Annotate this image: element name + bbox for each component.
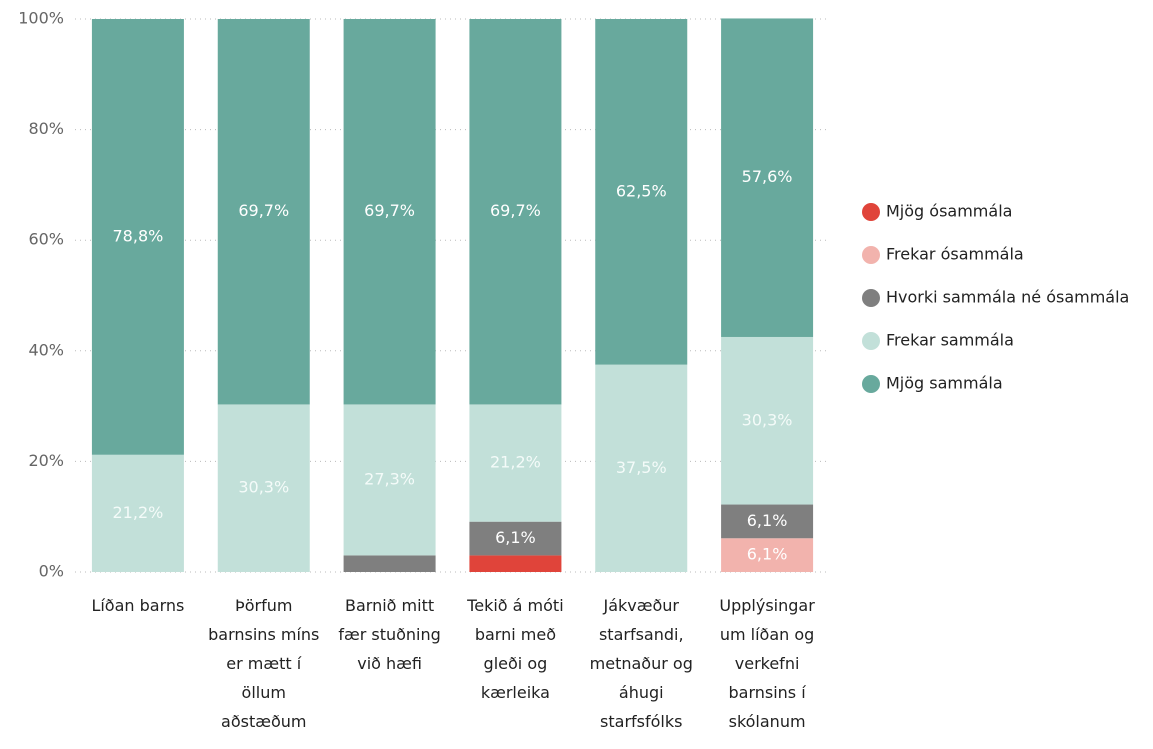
bar-segment (469, 19, 562, 405)
bar-segment (595, 364, 688, 572)
legend-label: Mjög sammála (886, 374, 1003, 393)
x-tick-label: Jákvæður starfsandi, metnaður og áhugi s… (589, 596, 693, 731)
bar-segment (343, 19, 436, 405)
legend-marker (862, 246, 880, 264)
bar-segment (721, 18, 814, 337)
bar-segment (721, 538, 814, 572)
data-label: 6,1% (747, 545, 788, 564)
bar-segment (217, 404, 310, 572)
x-tick-label: Upplýsingar um líðan og verkefni barnsin… (719, 596, 815, 731)
data-label: 37,5% (616, 458, 667, 477)
bar-segment (595, 19, 688, 365)
data-label: 6,1% (495, 528, 536, 547)
legend-marker (862, 375, 880, 393)
bar-segment (343, 555, 436, 572)
data-label: 21,2% (113, 503, 164, 522)
x-tick-label: Tekið á móti barni með gleði og kærleika (467, 596, 564, 702)
bar-segment (217, 19, 310, 405)
data-label: 30,3% (238, 478, 289, 497)
data-label: 6,1% (747, 511, 788, 530)
data-label: 30,3% (742, 410, 793, 429)
bar-segment (469, 521, 562, 556)
data-label: 69,7% (238, 201, 289, 220)
y-tick-label: 60% (28, 230, 64, 249)
y-tick-label: 0% (39, 562, 64, 581)
legend-marker (862, 203, 880, 221)
x-tick-label: Þörfum barnsins míns er mætt í öllum aðs… (208, 596, 320, 731)
data-label: 78,8% (113, 226, 164, 245)
legend-label: Frekar ósammála (886, 245, 1024, 264)
data-label: 69,7% (490, 201, 541, 220)
bar-segment (721, 336, 814, 505)
legend-label: Mjög ósammála (886, 202, 1012, 221)
legend-label: Hvorki sammála né ósammála (886, 288, 1129, 307)
bar-segment (469, 404, 562, 522)
y-tick-label: 40% (28, 340, 64, 359)
y-tick-label: 20% (28, 451, 64, 470)
x-tick-label: Líðan barns (91, 596, 185, 615)
y-tick-label: 80% (28, 119, 64, 138)
data-label: 27,3% (364, 469, 415, 488)
bar-segment (91, 19, 184, 455)
legend-label: Frekar sammála (886, 331, 1014, 350)
bar-segment (721, 504, 814, 539)
data-label: 69,7% (364, 201, 415, 220)
data-label: 57,6% (742, 167, 793, 186)
y-tick-label: 100% (18, 9, 64, 28)
bar-segment (91, 454, 184, 572)
legend-marker (862, 289, 880, 307)
bar-segment (469, 555, 562, 572)
x-tick-label: Barnið mitt fær stuðning við hæfi (338, 596, 441, 673)
data-label: 21,2% (490, 453, 541, 472)
legend-marker (862, 332, 880, 350)
data-label: 62,5% (616, 181, 667, 200)
bar-segment (343, 404, 436, 556)
